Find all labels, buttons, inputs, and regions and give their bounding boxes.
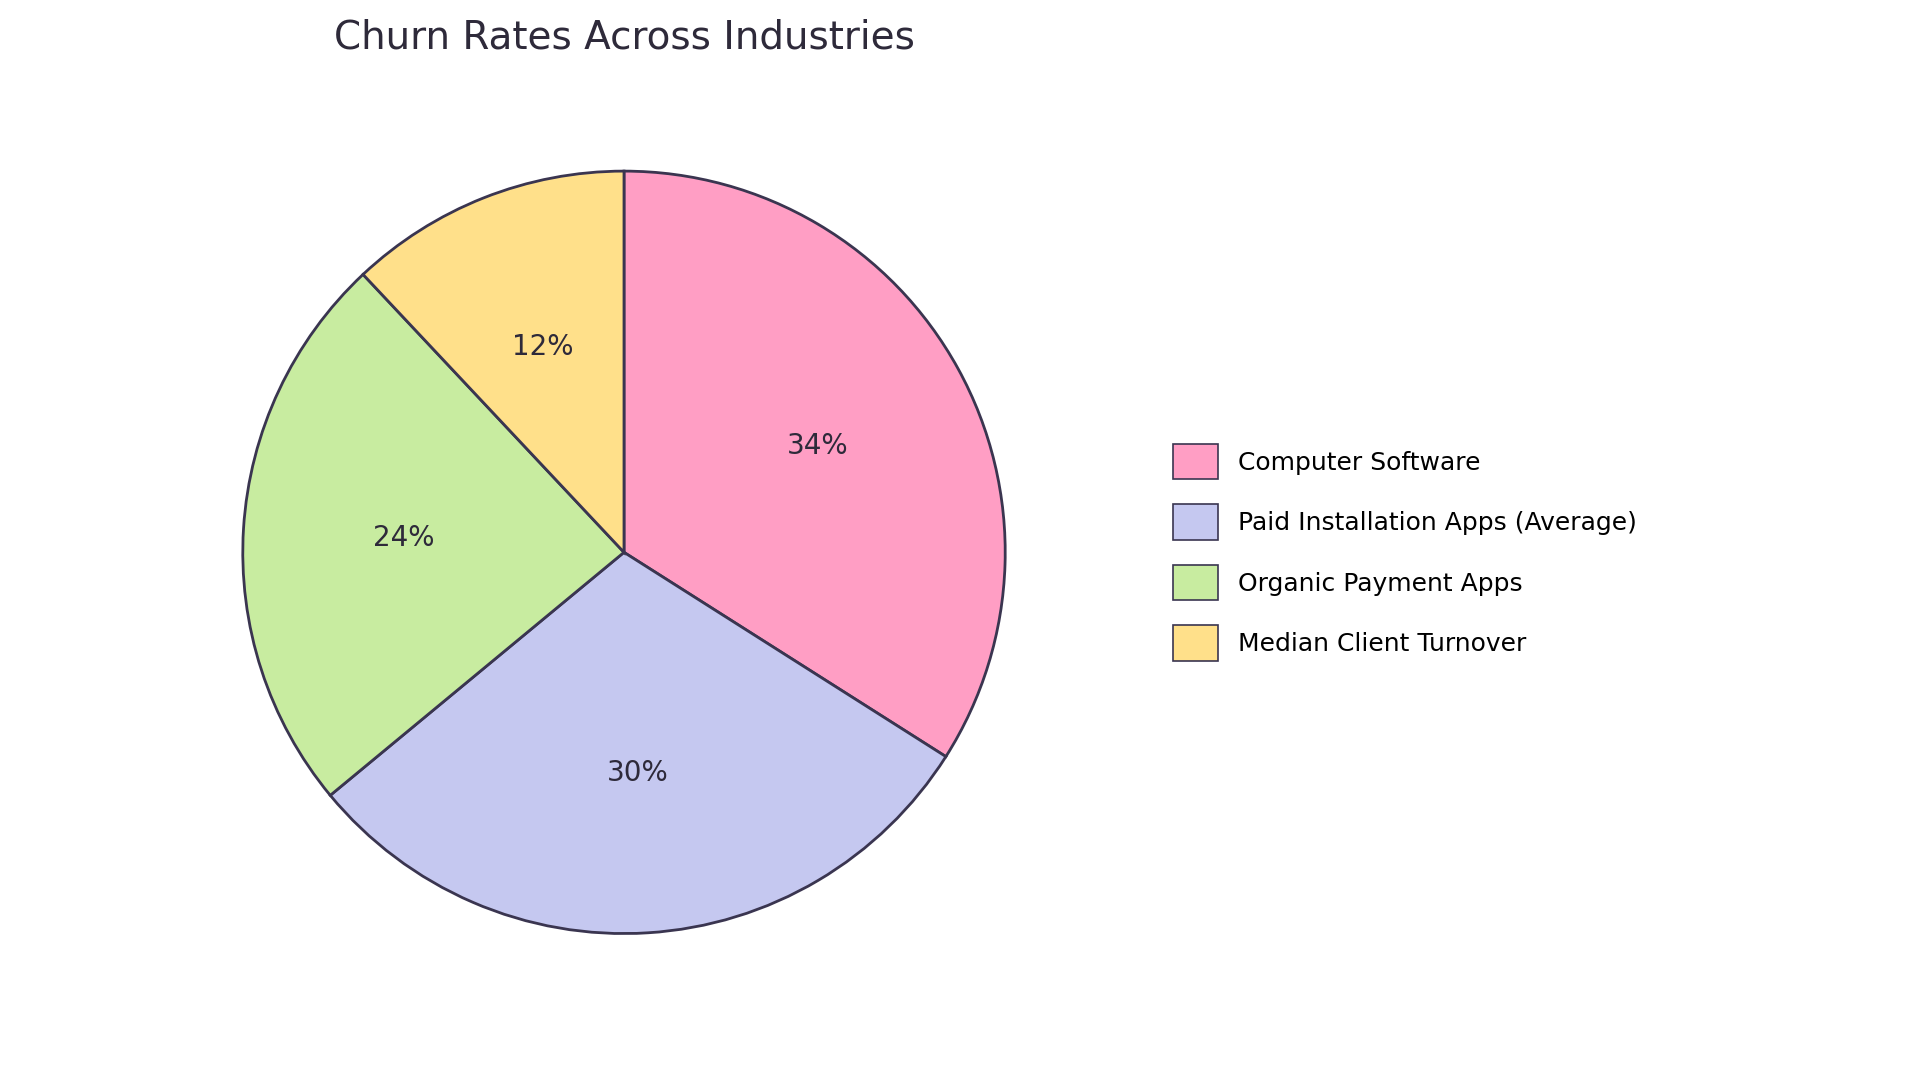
Text: 34%: 34% <box>787 432 849 460</box>
Wedge shape <box>242 274 624 795</box>
Title: Churn Rates Across Industries: Churn Rates Across Industries <box>334 18 914 56</box>
Text: 30%: 30% <box>607 759 668 787</box>
Wedge shape <box>624 171 1006 757</box>
Text: 24%: 24% <box>372 524 434 552</box>
Legend: Computer Software, Paid Installation Apps (Average), Organic Payment Apps, Media: Computer Software, Paid Installation App… <box>1162 432 1649 673</box>
Wedge shape <box>363 171 624 552</box>
Text: 12%: 12% <box>513 332 574 361</box>
Wedge shape <box>330 552 947 934</box>
